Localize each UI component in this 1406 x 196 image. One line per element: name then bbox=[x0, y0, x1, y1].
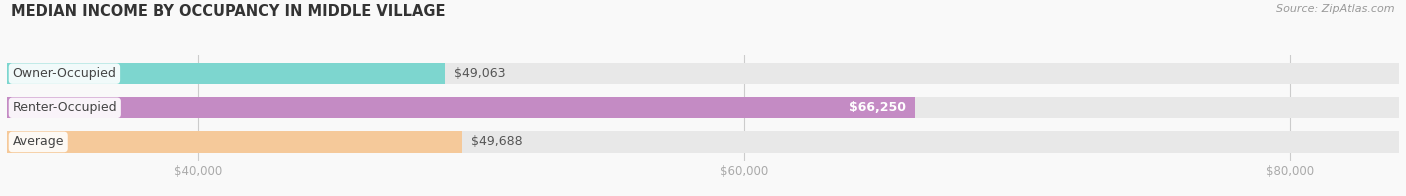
Text: Average: Average bbox=[13, 135, 65, 148]
Bar bbox=[7, 131, 1399, 152]
Text: $49,063: $49,063 bbox=[454, 67, 505, 80]
Text: MEDIAN INCOME BY OCCUPANCY IN MIDDLE VILLAGE: MEDIAN INCOME BY OCCUPANCY IN MIDDLE VIL… bbox=[11, 4, 446, 19]
Bar bbox=[7, 63, 1399, 84]
Bar bbox=[7, 97, 914, 118]
Bar bbox=[7, 97, 1399, 118]
Text: $66,250: $66,250 bbox=[849, 101, 907, 114]
Text: Source: ZipAtlas.com: Source: ZipAtlas.com bbox=[1277, 4, 1395, 14]
Text: Owner-Occupied: Owner-Occupied bbox=[13, 67, 117, 80]
Text: Renter-Occupied: Renter-Occupied bbox=[13, 101, 117, 114]
Bar bbox=[7, 63, 446, 84]
Text: $49,688: $49,688 bbox=[471, 135, 522, 148]
Bar bbox=[7, 131, 463, 152]
